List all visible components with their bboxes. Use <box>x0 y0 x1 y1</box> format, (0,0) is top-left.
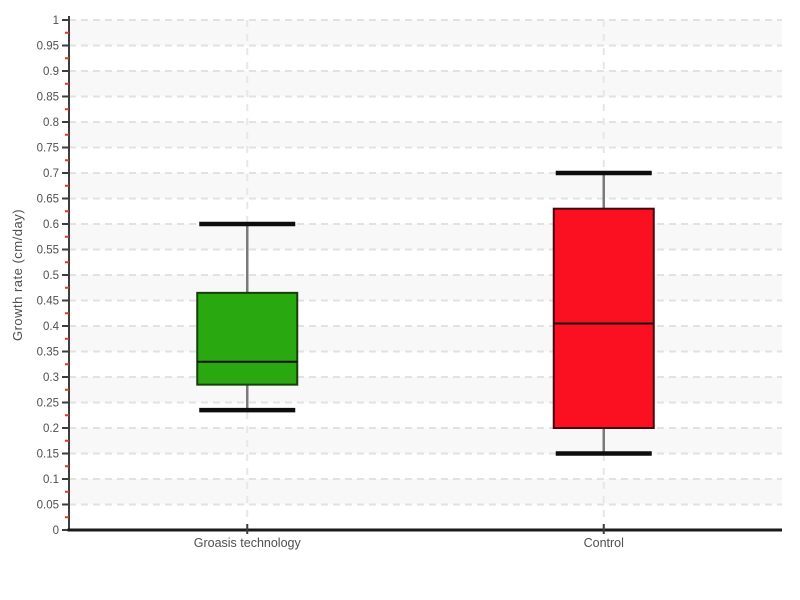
gridlines <box>69 19 782 530</box>
y-tick-label: 0 <box>53 525 59 537</box>
plot-band <box>69 377 782 403</box>
y-tick-label: 0.4 <box>43 321 60 333</box>
y-tick-label: 0.75 <box>37 143 59 155</box>
y-tick-label: 0.65 <box>37 194 59 206</box>
box-control <box>552 170 655 456</box>
plot-band <box>69 428 782 454</box>
y-tick-label: 1 <box>53 15 59 27</box>
y-tick-label: 0.5 <box>43 270 59 282</box>
plot-band <box>69 326 782 352</box>
plot-band <box>69 122 782 148</box>
y-axis-title: Growth rate (cm/day) <box>10 209 25 341</box>
y-axis: 0 0.05 0.1 0.15 0.2 0.25 0.3 0.35 0.4 0.45 0.5 0.55… <box>37 15 70 537</box>
plot-bands <box>69 20 782 505</box>
y-tick-label: 0.7 <box>43 168 59 180</box>
y-tick-label: 0.3 <box>43 372 59 384</box>
x-category-label: Control <box>584 536 624 550</box>
y-tick-label: 0.95 <box>37 41 59 53</box>
y-tick-label: 0.2 <box>43 423 59 435</box>
y-tick-label: 0.55 <box>37 245 59 257</box>
iqr-box <box>196 291 299 386</box>
y-tick-label: 0.1 <box>43 474 59 486</box>
plot-band <box>69 479 782 505</box>
plot-band <box>69 173 782 199</box>
y-tick-label: 0.45 <box>37 296 59 308</box>
y-tick-label: 0.35 <box>37 347 59 359</box>
y-tick-label: 0.6 <box>43 219 59 231</box>
plot-band <box>69 224 782 250</box>
y-tick-label: 0.15 <box>37 449 59 461</box>
chart-layers: 0 0.05 0.1 0.15 0.2 0.25 0.3 0.35 0.4 0.45 0.5 0.55… <box>37 15 782 550</box>
plot-band <box>69 71 782 97</box>
box-groasis-technology <box>196 221 299 413</box>
y-tick-label: 0.8 <box>43 117 59 129</box>
y-tick-label: 0.85 <box>37 92 59 104</box>
y-tick-label: 0.25 <box>37 398 59 410</box>
plot-band <box>69 20 782 46</box>
x-axis: Groasis technology Control <box>67 524 782 550</box>
y-tick-label: 0.05 <box>37 500 59 512</box>
y-tick-label: 0.9 <box>43 66 59 78</box>
x-category-label: Groasis technology <box>194 536 302 550</box>
plot-band <box>69 275 782 301</box>
iqr-box <box>552 207 655 429</box>
